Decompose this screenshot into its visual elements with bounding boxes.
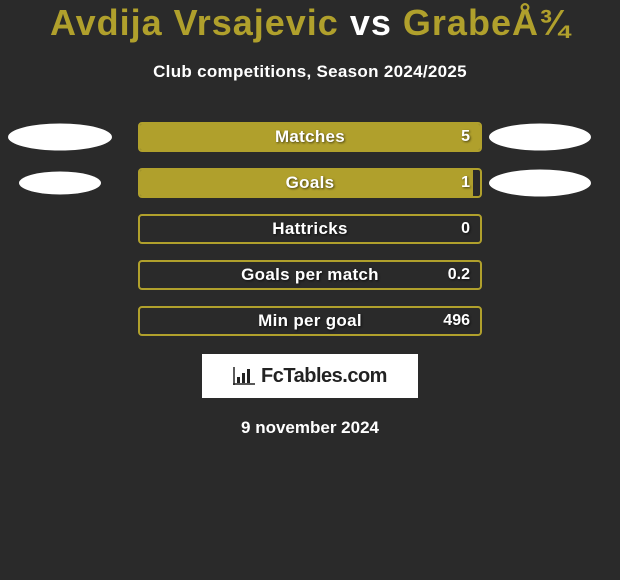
stat-label: Hattricks [140, 216, 480, 242]
left-marker [19, 172, 101, 195]
stat-row: Goals per match0.2 [0, 260, 620, 290]
stat-label: Goals [140, 170, 480, 196]
comparison-title: Avdija Vrsajevic vs GrabeÅ¾ [0, 0, 620, 44]
stat-bar: Goals1 [138, 168, 482, 198]
title-vs: vs [350, 2, 392, 43]
title-player1: Avdija Vrsajevic [50, 2, 339, 43]
stat-value: 0 [461, 216, 470, 242]
subtitle: Club competitions, Season 2024/2025 [0, 62, 620, 82]
logo-text: FcTables.com [261, 365, 387, 388]
stat-bar: Min per goal496 [138, 306, 482, 336]
stat-label: Goals per match [140, 262, 480, 288]
title-player2: GrabeÅ¾ [403, 2, 570, 43]
stat-label: Matches [140, 124, 480, 150]
stat-value: 1 [461, 170, 470, 196]
stats-chart: Matches5Goals1Hattricks0Goals per match0… [0, 122, 620, 336]
stat-value: 5 [461, 124, 470, 150]
stat-bar: Goals per match0.2 [138, 260, 482, 290]
stat-bar: Matches5 [138, 122, 482, 152]
stat-row: Matches5 [0, 122, 620, 152]
right-marker [489, 124, 591, 151]
stat-row: Hattricks0 [0, 214, 620, 244]
stat-row: Goals1 [0, 168, 620, 198]
bar-chart-icon [233, 367, 255, 385]
date-label: 9 november 2024 [0, 418, 620, 438]
left-marker [8, 124, 112, 151]
stat-label: Min per goal [140, 308, 480, 334]
fctables-logo: FcTables.com [202, 354, 418, 398]
stat-value: 496 [443, 308, 470, 334]
stat-value: 0.2 [448, 262, 470, 288]
right-marker [489, 170, 591, 197]
stat-row: Min per goal496 [0, 306, 620, 336]
stat-bar: Hattricks0 [138, 214, 482, 244]
